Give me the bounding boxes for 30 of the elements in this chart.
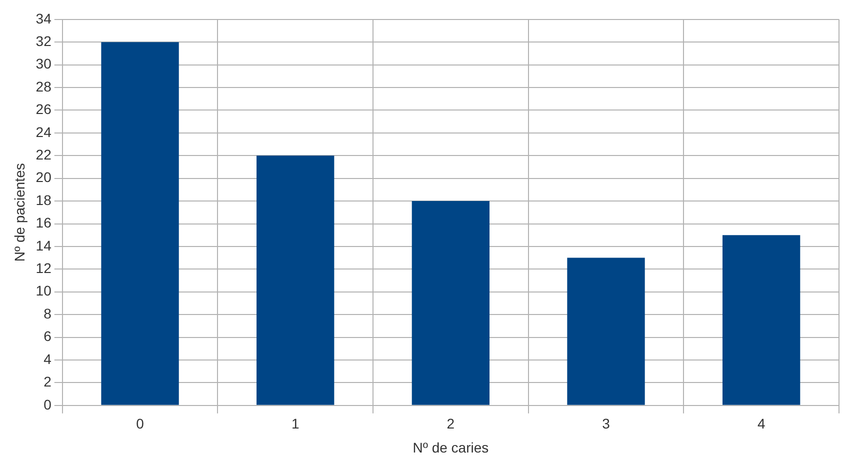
x-tick-label: 3 xyxy=(602,416,610,432)
y-tick-label: 18 xyxy=(36,192,52,208)
y-tick-label: 26 xyxy=(36,101,52,118)
y-axis-title: Nº de pacientes xyxy=(11,163,28,262)
y-tick-label: 16 xyxy=(36,214,52,231)
y-tick-label: 22 xyxy=(36,146,52,162)
y-tick-label: 20 xyxy=(36,169,52,186)
y-tick-label: 24 xyxy=(36,124,52,140)
y-tick-label: 14 xyxy=(36,237,52,254)
y-tick-label: 8 xyxy=(44,305,52,322)
bar xyxy=(567,258,645,405)
bar xyxy=(722,235,800,405)
y-tick-label: 28 xyxy=(36,78,52,94)
y-tick-label: 10 xyxy=(36,282,52,299)
y-tick-label: 0 xyxy=(44,396,52,412)
bar xyxy=(412,201,490,405)
y-tick-label: 6 xyxy=(44,328,52,344)
y-tick-label: 30 xyxy=(36,56,52,72)
x-axis-title: Nº de caries xyxy=(412,439,489,456)
bar xyxy=(256,156,334,405)
y-tick-label: 32 xyxy=(36,32,52,49)
x-tick-label: 4 xyxy=(757,416,766,432)
y-tick-label: 2 xyxy=(44,374,52,390)
y-tick-label: 12 xyxy=(36,260,52,276)
bar xyxy=(101,42,179,405)
x-tick-label: 2 xyxy=(446,416,455,432)
x-tick-label: 0 xyxy=(136,416,144,432)
y-tick-label: 4 xyxy=(44,350,52,367)
x-tick-label: 1 xyxy=(291,416,300,432)
y-tick-label: 34 xyxy=(36,10,52,26)
